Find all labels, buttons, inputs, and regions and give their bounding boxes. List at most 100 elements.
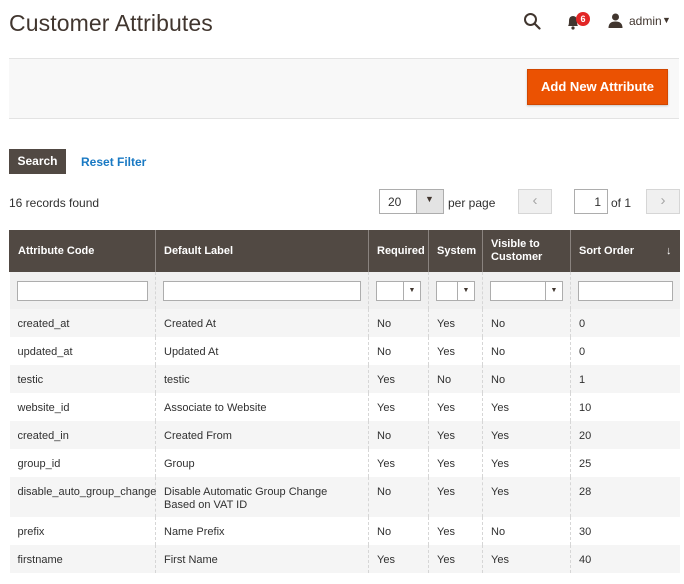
cell-default-label: Name Prefix <box>155 517 369 545</box>
filter-sort-order-input[interactable] <box>578 280 673 301</box>
records-count: 16 records found <box>9 196 100 210</box>
cell-sort-order: 0 <box>570 309 680 337</box>
per-page-toggle[interactable]: ▼ <box>416 190 443 213</box>
column-header-sort-order[interactable]: Sort Order ↓ <box>570 230 680 272</box>
grid-header-row: Attribute Code Default Label Required Sy… <box>9 230 680 272</box>
notification-badge[interactable]: 6 <box>576 12 590 26</box>
chevron-down-icon[interactable]: ▼ <box>662 15 671 25</box>
per-page-select[interactable]: 20 ▼ <box>379 189 444 214</box>
cell-visible-to-customer: No <box>482 517 571 545</box>
column-header-attribute-code[interactable]: Attribute Code <box>9 230 156 272</box>
sort-descending-icon: ↓ <box>666 244 672 257</box>
table-row[interactable]: firstname First Name Yes Yes Yes 40 <box>9 545 680 573</box>
column-header-visible-to-customer[interactable]: Visible to Customer <box>482 230 571 272</box>
cell-system: No <box>428 365 483 393</box>
cell-attribute-code: created_at <box>9 309 156 337</box>
cell-required: Yes <box>368 365 429 393</box>
table-row[interactable]: created_at Created At No Yes No 0 <box>9 309 680 337</box>
cell-required: Yes <box>368 545 429 573</box>
cell-system: Yes <box>428 449 483 477</box>
chevron-left-icon: ‹ <box>532 192 538 209</box>
cell-visible-to-customer: No <box>482 365 571 393</box>
filter-required-select[interactable]: ▼ <box>376 280 421 301</box>
filter-default-label-input[interactable] <box>163 280 361 301</box>
chevron-down-icon: ▼ <box>545 281 562 300</box>
filter-system-select[interactable]: ▼ <box>436 280 475 301</box>
sort-order-header-label: Sort Order <box>579 244 635 257</box>
cell-attribute-code: testic <box>9 365 156 393</box>
grid-filter-row: ▼ ▼ ▼ <box>9 272 680 309</box>
user-menu-name[interactable]: admin <box>629 14 662 28</box>
cell-sort-order: 28 <box>570 477 680 517</box>
cell-default-label: Disable Automatic Group Change Based on … <box>155 477 369 517</box>
cell-visible-to-customer: No <box>482 309 571 337</box>
table-row[interactable]: website_id Associate to Website Yes Yes Yes 1… <box>9 393 680 421</box>
cell-required: No <box>368 421 429 449</box>
cell-system: Yes <box>428 545 483 573</box>
user-icon[interactable] <box>608 13 623 28</box>
filter-attribute-code-input[interactable] <box>16 280 148 301</box>
cell-required: Yes <box>368 393 429 421</box>
table-row[interactable]: created_in Created From No Yes Yes 20 <box>9 421 680 449</box>
cell-visible-to-customer: Yes <box>482 477 571 517</box>
cell-sort-order: 25 <box>570 449 680 477</box>
table-row[interactable]: testic testic Yes No No 1 <box>9 365 680 393</box>
search-icon[interactable] <box>523 12 541 30</box>
cell-required: No <box>368 517 429 545</box>
column-header-system[interactable]: System <box>428 230 483 272</box>
next-page-button[interactable]: › <box>646 189 680 214</box>
cell-sort-order: 10 <box>570 393 680 421</box>
cell-visible-to-customer: Yes <box>482 545 571 573</box>
per-page-value: 20 <box>388 195 402 209</box>
cell-default-label: Updated At <box>155 337 369 365</box>
cell-default-label: Group <box>155 449 369 477</box>
reset-filter-link[interactable]: Reset Filter <box>81 155 147 169</box>
search-button[interactable]: Search <box>9 149 66 174</box>
cell-sort-order: 30 <box>570 517 680 545</box>
chevron-right-icon: › <box>660 192 666 209</box>
table-row[interactable]: group_id Group Yes Yes Yes 25 <box>9 449 680 477</box>
cell-system: Yes <box>428 517 483 545</box>
add-new-attribute-button[interactable]: Add New Attribute <box>527 69 668 105</box>
table-row[interactable]: updated_at Updated At No Yes No 0 <box>9 337 680 365</box>
attributes-grid: Attribute Code Default Label Required Sy… <box>9 230 680 573</box>
page-total: of 1 <box>611 196 632 210</box>
cell-default-label: Created From <box>155 421 369 449</box>
chevron-down-icon: ▼ <box>457 281 474 300</box>
cell-attribute-code: disable_auto_group_change <box>9 477 156 517</box>
cell-required: No <box>368 309 429 337</box>
grid-body: created_at Created At No Yes No 0 updated_at Up… <box>9 309 680 573</box>
column-header-required[interactable]: Required <box>368 230 429 272</box>
previous-page-button[interactable]: ‹ <box>518 189 552 214</box>
cell-visible-to-customer: Yes <box>482 393 571 421</box>
table-row[interactable]: prefix Name Prefix No Yes No 30 <box>9 517 680 545</box>
bell-icon[interactable] <box>565 12 591 34</box>
chevron-down-icon: ▼ <box>425 194 434 204</box>
cell-attribute-code: group_id <box>9 449 156 477</box>
cell-attribute-code: updated_at <box>9 337 156 365</box>
cell-default-label: Associate to Website <box>155 393 369 421</box>
cell-visible-to-customer: No <box>482 337 571 365</box>
cell-attribute-code: prefix <box>9 517 156 545</box>
cell-default-label: Created At <box>155 309 369 337</box>
per-page-label: per page <box>448 196 496 210</box>
cell-attribute-code: created_in <box>9 421 156 449</box>
cell-visible-to-customer: Yes <box>482 449 571 477</box>
cell-sort-order: 20 <box>570 421 680 449</box>
cell-visible-to-customer: Yes <box>482 421 571 449</box>
cell-default-label: First Name <box>155 545 369 573</box>
cell-sort-order: 1 <box>570 365 680 393</box>
page-title: Customer Attributes <box>9 10 213 36</box>
cell-required: No <box>368 477 429 517</box>
cell-required: No <box>368 337 429 365</box>
cell-attribute-code: website_id <box>9 393 156 421</box>
cell-default-label: testic <box>155 365 369 393</box>
table-row[interactable]: disable_auto_group_change Disable Automat… <box>9 477 680 517</box>
page-number-input[interactable] <box>574 189 608 214</box>
column-header-default-label[interactable]: Default Label <box>155 230 369 272</box>
filter-visible-select[interactable]: ▼ <box>490 280 563 301</box>
cell-system: Yes <box>428 393 483 421</box>
chevron-down-icon: ▼ <box>403 281 420 300</box>
cell-attribute-code: firstname <box>9 545 156 573</box>
cell-system: Yes <box>428 309 483 337</box>
